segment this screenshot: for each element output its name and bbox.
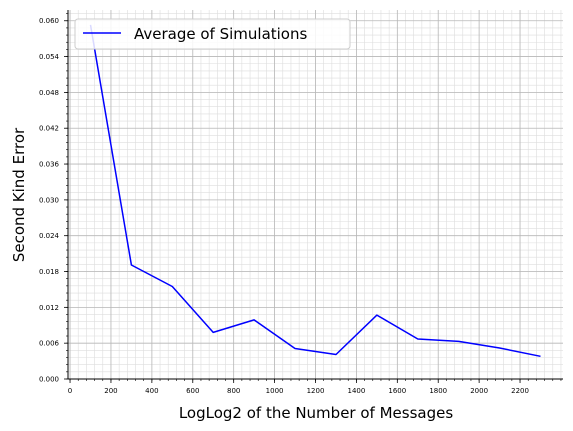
y-tick-label: 0.060 bbox=[39, 17, 59, 25]
y-axis-ticks: 0.000 0.006 0.012 0.018 0.024 0.030 0.036 0.042… bbox=[39, 13, 68, 384]
y-tick-label: 0.018 bbox=[39, 268, 59, 276]
y-tick-label: 0.012 bbox=[39, 304, 59, 312]
x-tick-label: 0 bbox=[68, 387, 72, 395]
legend: Average of Simulations bbox=[74, 18, 351, 50]
series-line bbox=[89, 24, 541, 358]
y-axis-label: Second Kind Error bbox=[10, 127, 28, 262]
y-tick-label: 0.048 bbox=[39, 89, 59, 97]
x-tick-label: 400 bbox=[145, 387, 158, 395]
legend-label: Average of Simulations bbox=[134, 25, 307, 43]
x-tick-label: 1600 bbox=[388, 387, 406, 395]
x-tick-label: 2200 bbox=[511, 387, 529, 395]
x-axis-ticks: 0 200 400 600 800 1000 1200 1400 1600 1800 2000 220… bbox=[68, 379, 562, 395]
y-tick-label: 0.042 bbox=[39, 125, 59, 133]
y-tick-label: 0.054 bbox=[39, 53, 60, 61]
x-tick-label: 1800 bbox=[429, 387, 447, 395]
major-grid bbox=[68, 10, 563, 380]
y-tick-label: 0.006 bbox=[39, 340, 60, 348]
x-tick-label: 1200 bbox=[307, 387, 325, 395]
x-tick-label: 1000 bbox=[266, 387, 284, 395]
y-tick-label: 0.024 bbox=[39, 232, 60, 240]
x-tick-label: 1400 bbox=[347, 387, 365, 395]
series-group bbox=[89, 24, 541, 358]
x-axis-label: LogLog2 of the Number of Messages bbox=[179, 404, 453, 422]
x-tick-label: 800 bbox=[227, 387, 240, 395]
x-tick-label: 600 bbox=[186, 387, 199, 395]
x-tick-label: 2000 bbox=[470, 387, 488, 395]
x-tick-label: 200 bbox=[104, 387, 117, 395]
legend-box bbox=[74, 18, 351, 50]
y-tick-label: 0.000 bbox=[39, 376, 59, 384]
y-tick-label: 0.030 bbox=[39, 196, 59, 204]
y-tick-label: 0.036 bbox=[39, 161, 60, 169]
